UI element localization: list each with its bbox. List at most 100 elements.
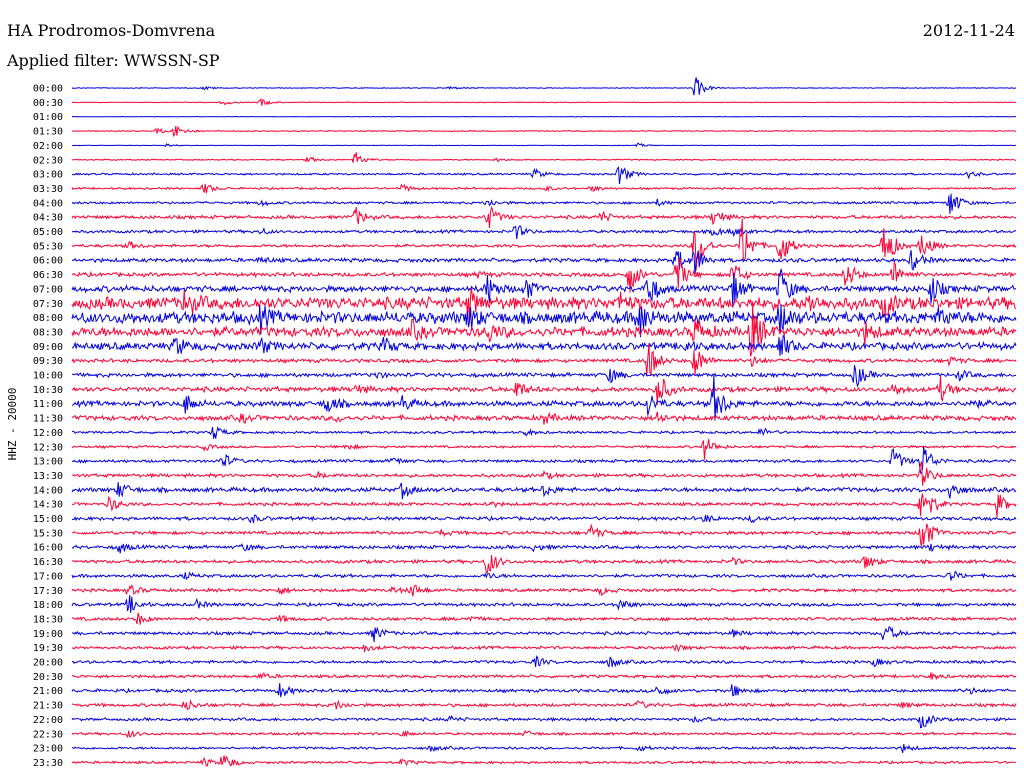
row-label: 22:00 xyxy=(33,715,63,726)
trace-line xyxy=(71,287,1017,322)
row-label: 04:00 xyxy=(33,198,63,209)
trace-line xyxy=(71,115,1017,118)
row-label: 11:00 xyxy=(33,399,63,410)
trace-line xyxy=(71,446,1017,475)
trace-line xyxy=(71,595,1017,613)
trace-line xyxy=(71,584,1016,597)
trace-line xyxy=(71,729,1017,738)
row-label: 14:00 xyxy=(33,485,63,496)
trace-group xyxy=(71,77,1017,767)
row-label: 15:00 xyxy=(33,514,63,525)
trace-line xyxy=(71,98,1017,106)
trace-line xyxy=(71,643,1017,653)
row-label: 15:30 xyxy=(33,528,63,539)
trace-line xyxy=(71,218,1017,271)
trace-line xyxy=(71,257,1017,293)
trace-line xyxy=(71,699,1017,711)
row-label: 18:30 xyxy=(33,614,63,625)
trace-line xyxy=(71,683,1017,698)
row-label: 02:00 xyxy=(33,141,63,152)
trace-line xyxy=(71,626,1017,643)
date-label: 2012-11-24 xyxy=(922,21,1015,40)
trace-line xyxy=(71,166,1017,185)
row-label: 03:00 xyxy=(33,170,63,181)
trace-line xyxy=(71,343,1017,376)
trace-line xyxy=(71,77,1017,96)
trace-line xyxy=(71,523,1017,547)
row-label: 10:00 xyxy=(33,371,63,382)
row-label: 04:30 xyxy=(33,213,63,224)
row-label: 05:00 xyxy=(33,227,63,238)
row-label: 09:00 xyxy=(33,342,63,353)
row-label: 01:00 xyxy=(33,112,63,123)
trace-line xyxy=(71,554,1017,574)
trace-line xyxy=(71,142,1017,148)
row-label: 22:30 xyxy=(33,729,63,740)
trace-line xyxy=(71,612,1017,625)
station-title: HA Prodromos-Domvrena xyxy=(7,21,216,40)
row-label: 11:30 xyxy=(33,414,63,425)
row-label: 12:00 xyxy=(33,428,63,439)
trace-line xyxy=(71,335,1017,356)
row-label: 17:30 xyxy=(33,586,63,597)
row-label: 12:30 xyxy=(33,442,63,453)
trace-line xyxy=(71,183,1016,194)
row-label: 23:30 xyxy=(33,758,63,769)
row-label: 10:30 xyxy=(33,385,63,396)
row-label: 19:30 xyxy=(33,643,63,654)
trace-line xyxy=(71,482,1017,500)
trace-line xyxy=(71,376,1017,405)
row-label: 20:00 xyxy=(33,658,63,669)
trace-line xyxy=(71,301,1017,357)
row-label: 14:30 xyxy=(33,500,63,511)
row-label: 13:30 xyxy=(33,471,63,482)
row-label: 07:30 xyxy=(33,299,63,310)
trace-line xyxy=(71,374,1017,421)
row-label: 00:00 xyxy=(33,84,63,95)
trace-line xyxy=(71,755,1017,767)
row-label: 17:00 xyxy=(33,571,63,582)
trace-line xyxy=(71,714,1017,729)
row-label: 07:00 xyxy=(33,284,63,295)
filter-label: Applied filter: WWSSN-SP xyxy=(7,51,220,70)
trace-line xyxy=(71,225,1017,240)
row-label: 16:00 xyxy=(33,543,63,554)
row-label: 05:30 xyxy=(33,241,63,252)
row-label: 03:30 xyxy=(33,184,63,195)
row-label: 08:30 xyxy=(33,327,63,338)
trace-line xyxy=(71,268,1017,308)
row-label: 16:30 xyxy=(33,557,63,568)
row-label: 21:30 xyxy=(33,701,63,712)
trace-line xyxy=(71,125,1017,138)
row-label-group: 00:00 00:30 01:00 01:30 02:00 02:30 03:00 03:30… xyxy=(33,84,63,769)
row-label: 06:00 xyxy=(33,256,63,267)
row-label: 09:30 xyxy=(33,356,63,367)
trace-line xyxy=(71,439,1017,460)
row-label: 18:00 xyxy=(33,600,63,611)
row-label: 08:00 xyxy=(33,313,63,324)
row-label: 00:30 xyxy=(33,98,63,109)
trace-line xyxy=(71,493,1017,518)
trace-line xyxy=(71,744,1017,753)
row-label: 06:30 xyxy=(33,270,63,281)
trace-line xyxy=(71,205,1017,229)
trace-line xyxy=(71,365,1017,388)
row-label: 13:00 xyxy=(33,457,63,468)
row-label: 23:00 xyxy=(33,744,63,755)
trace-line xyxy=(71,193,1017,214)
row-label: 01:30 xyxy=(33,127,63,138)
trace-line xyxy=(71,655,1017,668)
trace-line xyxy=(71,570,1017,581)
row-label: 02:30 xyxy=(33,155,63,166)
trace-line xyxy=(71,514,1017,524)
row-label: 19:00 xyxy=(33,629,63,640)
row-label: 21:00 xyxy=(33,686,63,697)
trace-line xyxy=(71,461,1017,486)
row-label: 20:30 xyxy=(33,672,63,683)
trace-line xyxy=(71,425,1016,439)
trace-line xyxy=(71,543,1017,554)
trace-line xyxy=(71,411,1017,425)
y-axis-label: HHZ - 20000 xyxy=(6,388,19,461)
trace-line xyxy=(71,304,1017,338)
